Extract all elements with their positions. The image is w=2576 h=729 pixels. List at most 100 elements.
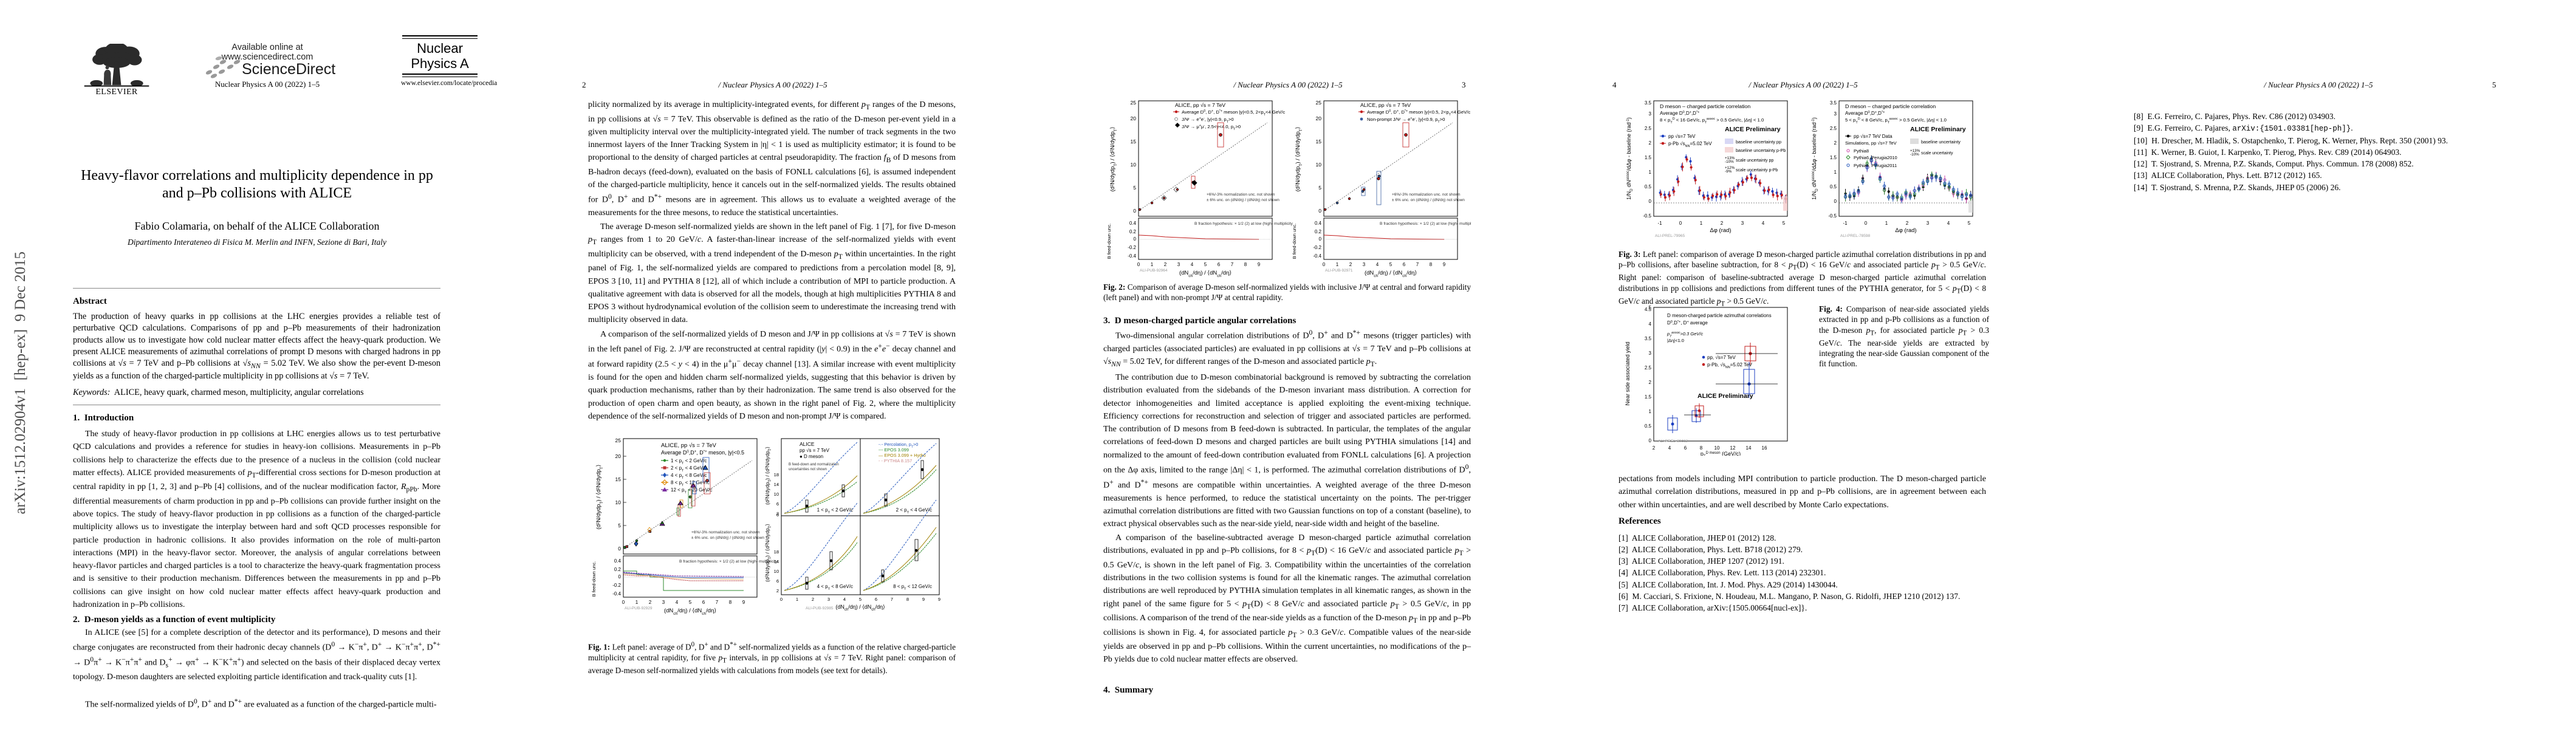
svg-text:10: 10 xyxy=(1714,445,1720,451)
svg-text:15: 15 xyxy=(1316,139,1322,145)
svg-text:20: 20 xyxy=(1131,115,1137,122)
svg-text:2: 2 xyxy=(1349,262,1352,267)
svg-text:2: 2 xyxy=(776,588,779,594)
svg-text:3: 3 xyxy=(1649,111,1652,117)
svg-text:Near side associated yield: Near side associated yield xyxy=(1625,341,1631,405)
svg-text:-0.5: -0.5 xyxy=(1828,213,1837,219)
svg-text:5: 5 xyxy=(618,522,621,529)
svg-text:9: 9 xyxy=(938,597,940,602)
svg-text:0: 0 xyxy=(1319,236,1322,242)
svg-text:ScienceDirect: ScienceDirect xyxy=(242,61,335,78)
svg-text:-0.4: -0.4 xyxy=(1313,253,1321,259)
svg-text:0: 0 xyxy=(780,597,783,602)
svg-text:1.5: 1.5 xyxy=(1645,394,1652,400)
svg-text:0: 0 xyxy=(1137,262,1140,267)
svg-text:4 < pT < 8 GeV/c: 4 < pT < 8 GeV/c xyxy=(671,473,707,480)
svg-text:14: 14 xyxy=(1746,445,1752,451)
svg-text:25: 25 xyxy=(615,437,622,443)
svg-text:ALICE, pp √s = 7 TeV: ALICE, pp √s = 7 TeV xyxy=(661,442,717,449)
svg-text:2: 2 xyxy=(649,600,652,605)
svg-text:pp, √s=7 TeV: pp, √s=7 TeV xyxy=(1707,355,1736,360)
svg-text:ALI-PUB-92971: ALI-PUB-92971 xyxy=(1325,269,1353,273)
svg-text:10: 10 xyxy=(774,569,779,574)
svg-text:6: 6 xyxy=(702,600,705,605)
svg-text:B feed-down unc.: B feed-down unc. xyxy=(591,561,597,597)
svg-text:3.5: 3.5 xyxy=(1830,100,1837,106)
svg-text:8: 8 xyxy=(1430,262,1433,267)
svg-text:0.5: 0.5 xyxy=(1830,184,1837,190)
svg-text:0: 0 xyxy=(776,512,779,518)
svg-text:3: 3 xyxy=(662,600,665,605)
svg-text:-0.5: -0.5 xyxy=(1643,213,1651,219)
svg-text:0: 0 xyxy=(622,600,625,605)
svg-text:-9%: -9% xyxy=(1725,169,1732,174)
svg-text:pp √s = 7 TeV: pp √s = 7 TeV xyxy=(800,448,830,453)
svg-text:3: 3 xyxy=(1927,221,1930,226)
svg-text:baseline uncertainty p-Pb: baseline uncertainty p-Pb xyxy=(1736,148,1786,153)
svg-text:15: 15 xyxy=(615,476,622,482)
svg-text:0: 0 xyxy=(1649,438,1652,443)
svg-text:1/ND dNassoc/dΔφ - baseline (r: 1/ND dNassoc/dΔφ - baseline (rad-1) xyxy=(1626,117,1634,200)
svg-text:3: 3 xyxy=(1177,262,1180,267)
svg-text:2: 2 xyxy=(1653,445,1656,451)
svg-text:uncertainties not shown: uncertainties not shown xyxy=(789,468,827,471)
svg-text:2: 2 xyxy=(812,597,814,602)
svg-text:12: 12 xyxy=(1730,445,1736,451)
svg-text:ALI-PREL-78598: ALI-PREL-78598 xyxy=(1840,234,1871,238)
svg-text:18: 18 xyxy=(774,472,779,477)
svg-text:-10%: -10% xyxy=(1910,152,1919,157)
svg-text:2 < pT < 4 GeV/c: 2 < pT < 4 GeV/c xyxy=(671,465,707,473)
svg-text:5: 5 xyxy=(1318,185,1321,191)
svg-text:+6%/-3% normalization unc. not: +6%/-3% normalization unc. not shown xyxy=(691,530,760,535)
svg-text:1: 1 xyxy=(635,600,639,605)
svg-text:10: 10 xyxy=(774,491,779,497)
svg-text:25: 25 xyxy=(1131,100,1137,106)
svg-text:Average D0,D+,D*+: Average D0,D+,D*+ xyxy=(1660,111,1699,116)
svg-text:20: 20 xyxy=(615,453,622,459)
svg-text:6: 6 xyxy=(1218,262,1221,267)
svg-text:0: 0 xyxy=(1323,262,1326,267)
svg-text:Simulations, pp √s=7 TeV: Simulations, pp √s=7 TeV xyxy=(1845,140,1897,146)
svg-text:J/Ψ → e+e-, |y|<0.9, pT>0: J/Ψ → e+e-, |y|<0.9, pT>0 xyxy=(1182,117,1234,124)
svg-text:3: 3 xyxy=(1834,111,1837,117)
svg-text:0.5: 0.5 xyxy=(1645,184,1652,190)
svg-text:3.5: 3.5 xyxy=(1645,100,1652,106)
svg-text:(dNch/dη) / ⟨dNch/dη⟩: (dNch/dη) / ⟨dNch/dη⟩ xyxy=(664,608,716,616)
svg-text:1: 1 xyxy=(1885,221,1888,226)
svg-text:7: 7 xyxy=(891,597,893,602)
svg-text:0: 0 xyxy=(1865,221,1868,226)
svg-text:0.5: 0.5 xyxy=(1645,423,1652,429)
svg-text:B fraction hypothesis: × 1/2 (: B fraction hypothesis: × 1/2 (2) at low … xyxy=(1380,222,1471,226)
svg-text:-0.2: -0.2 xyxy=(1128,245,1136,250)
svg-text:0: 0 xyxy=(1134,236,1137,242)
svg-text:-0.2: -0.2 xyxy=(1313,245,1321,250)
svg-text:D meson – charged particle cor: D meson – charged particle correlation xyxy=(1845,103,1936,109)
svg-text:+6%/-3% normalization unc. not: +6%/-3% normalization unc. not shown xyxy=(1207,193,1275,197)
svg-text:9: 9 xyxy=(742,600,745,605)
svg-text:4: 4 xyxy=(1668,445,1671,451)
svg-text:0: 0 xyxy=(1679,221,1682,226)
svg-text:Δφ (rad): Δφ (rad) xyxy=(1710,227,1731,234)
svg-text:± 6% unc. on (dN/dη) / (dN/dη): ± 6% unc. on (dN/dη) / (dN/dη) not shown xyxy=(1207,198,1279,202)
svg-text:ALICE Preliminary: ALICE Preliminary xyxy=(1910,126,1966,133)
svg-text:Pythia8: Pythia8 xyxy=(1854,148,1869,154)
svg-text:20: 20 xyxy=(1316,115,1322,122)
svg-text:ALICE: ALICE xyxy=(800,441,815,447)
svg-text:9: 9 xyxy=(1258,262,1261,267)
svg-text:2.5: 2.5 xyxy=(1830,126,1837,131)
svg-text:baseline uncertainty: baseline uncertainty xyxy=(1921,139,1961,145)
svg-text:ALI-PUB-92964: ALI-PUB-92964 xyxy=(1140,269,1168,273)
svg-text:2: 2 xyxy=(1649,140,1652,146)
svg-text:4: 4 xyxy=(843,597,846,602)
svg-text:-0.4: -0.4 xyxy=(1128,253,1136,259)
svg-text:ALICE Preliminary: ALICE Preliminary xyxy=(1725,126,1781,133)
svg-text:3: 3 xyxy=(1649,351,1652,356)
svg-text:ALI-PUB-92985: ALI-PUB-92985 xyxy=(806,606,834,611)
svg-text:15: 15 xyxy=(1131,139,1137,145)
svg-text:8: 8 xyxy=(1244,262,1247,267)
svg-text:2.5: 2.5 xyxy=(1645,365,1652,371)
svg-text:8: 8 xyxy=(729,600,732,605)
svg-text:- - PYTHIA 8.157: - - PYTHIA 8.157 xyxy=(879,458,912,464)
svg-text:B feed-down unc.: B feed-down unc. xyxy=(1106,224,1112,259)
svg-text:6: 6 xyxy=(875,597,877,602)
